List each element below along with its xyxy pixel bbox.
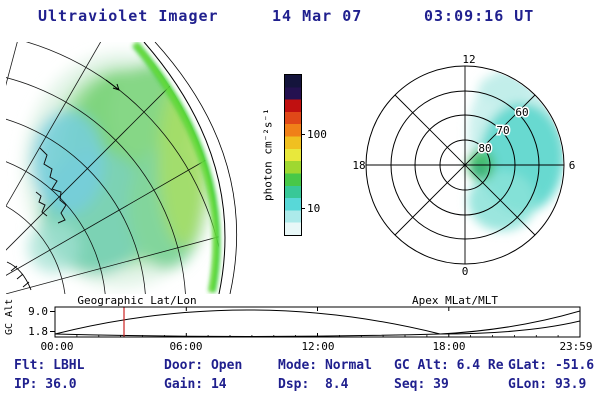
mlt-label-12: 12 [462,53,475,66]
strip-ytick-bottom: 1.8 [28,325,48,338]
mlat-ring-label-60: 60 [515,106,528,119]
uv-emission-region [23,52,219,288]
xtick-0600: 06:00 [169,340,202,353]
mlat-ring-label-80: 80 [478,142,491,155]
strip-ytick-top: 9.0 [28,305,48,318]
mlt-label-6: 6 [569,159,576,172]
geo-projection-image [6,42,238,294]
dayglow-limb-arc [132,42,221,293]
status-door: Door: Open [164,358,243,373]
mlt-label-18: 18 [352,159,365,172]
colorbar-tick-100: 100 [307,128,327,141]
colorbar-gradient [284,74,302,236]
colorbar-tickmark-100 [301,134,305,135]
pointer-marker [105,79,120,91]
page-title: Ultraviolet Imager [38,7,219,25]
strip-label-apex: Apex MLat/MLT [412,294,498,307]
status-ip: IP: 36.0 [14,377,77,392]
status-gc-alt: GC Alt: 6.4 Re [394,358,504,373]
coastline-overlay [39,147,67,224]
coastline-overlay-2 [35,191,48,217]
xtick-2359: 23:59 [559,340,592,353]
status-dsp: Dsp: 8.4 [278,377,349,392]
strip-label-geographic: Geographic Lat/Lon [77,294,196,307]
colorbar-label: photon cm⁻²s⁻¹ [261,108,275,202]
xtick-1800: 18:00 [432,340,465,353]
status-glat: GLat: -51.6 [508,358,595,373]
colorbar-tickmark-10 [301,208,305,209]
strip-ylabel: GC Alt [4,299,15,335]
mlat-ring-label-70: 70 [496,124,509,137]
mlt-label-0: 0 [462,265,469,277]
status-seq: Seq: 39 [394,377,449,392]
altitude-curves [55,307,580,337]
status-mode: Mode: Normal [278,358,372,373]
colorbar-tick-10: 10 [307,202,321,215]
status-gain: Gain: 14 [164,377,227,392]
xtick-0000: 00:00 [40,340,73,353]
limb-grid-lines [143,42,238,294]
title-time: 03:09:16 UT [424,7,535,25]
mlt-spokes [366,66,564,264]
polar-projection-plot: 12 18 6 0 60 70 80 [352,53,576,277]
status-flt: Flt: LBHL [14,358,85,373]
scale-wedge [6,261,32,291]
title-date: 14 Mar 07 [272,7,363,25]
status-glon: GLon: 93.9 [508,377,587,392]
strip-axes [50,306,581,338]
xtick-1200: 12:00 [301,340,334,353]
altitude-strip-chart: Geographic Lat/Lon Apex MLat/MLT GC Alt … [4,294,593,353]
